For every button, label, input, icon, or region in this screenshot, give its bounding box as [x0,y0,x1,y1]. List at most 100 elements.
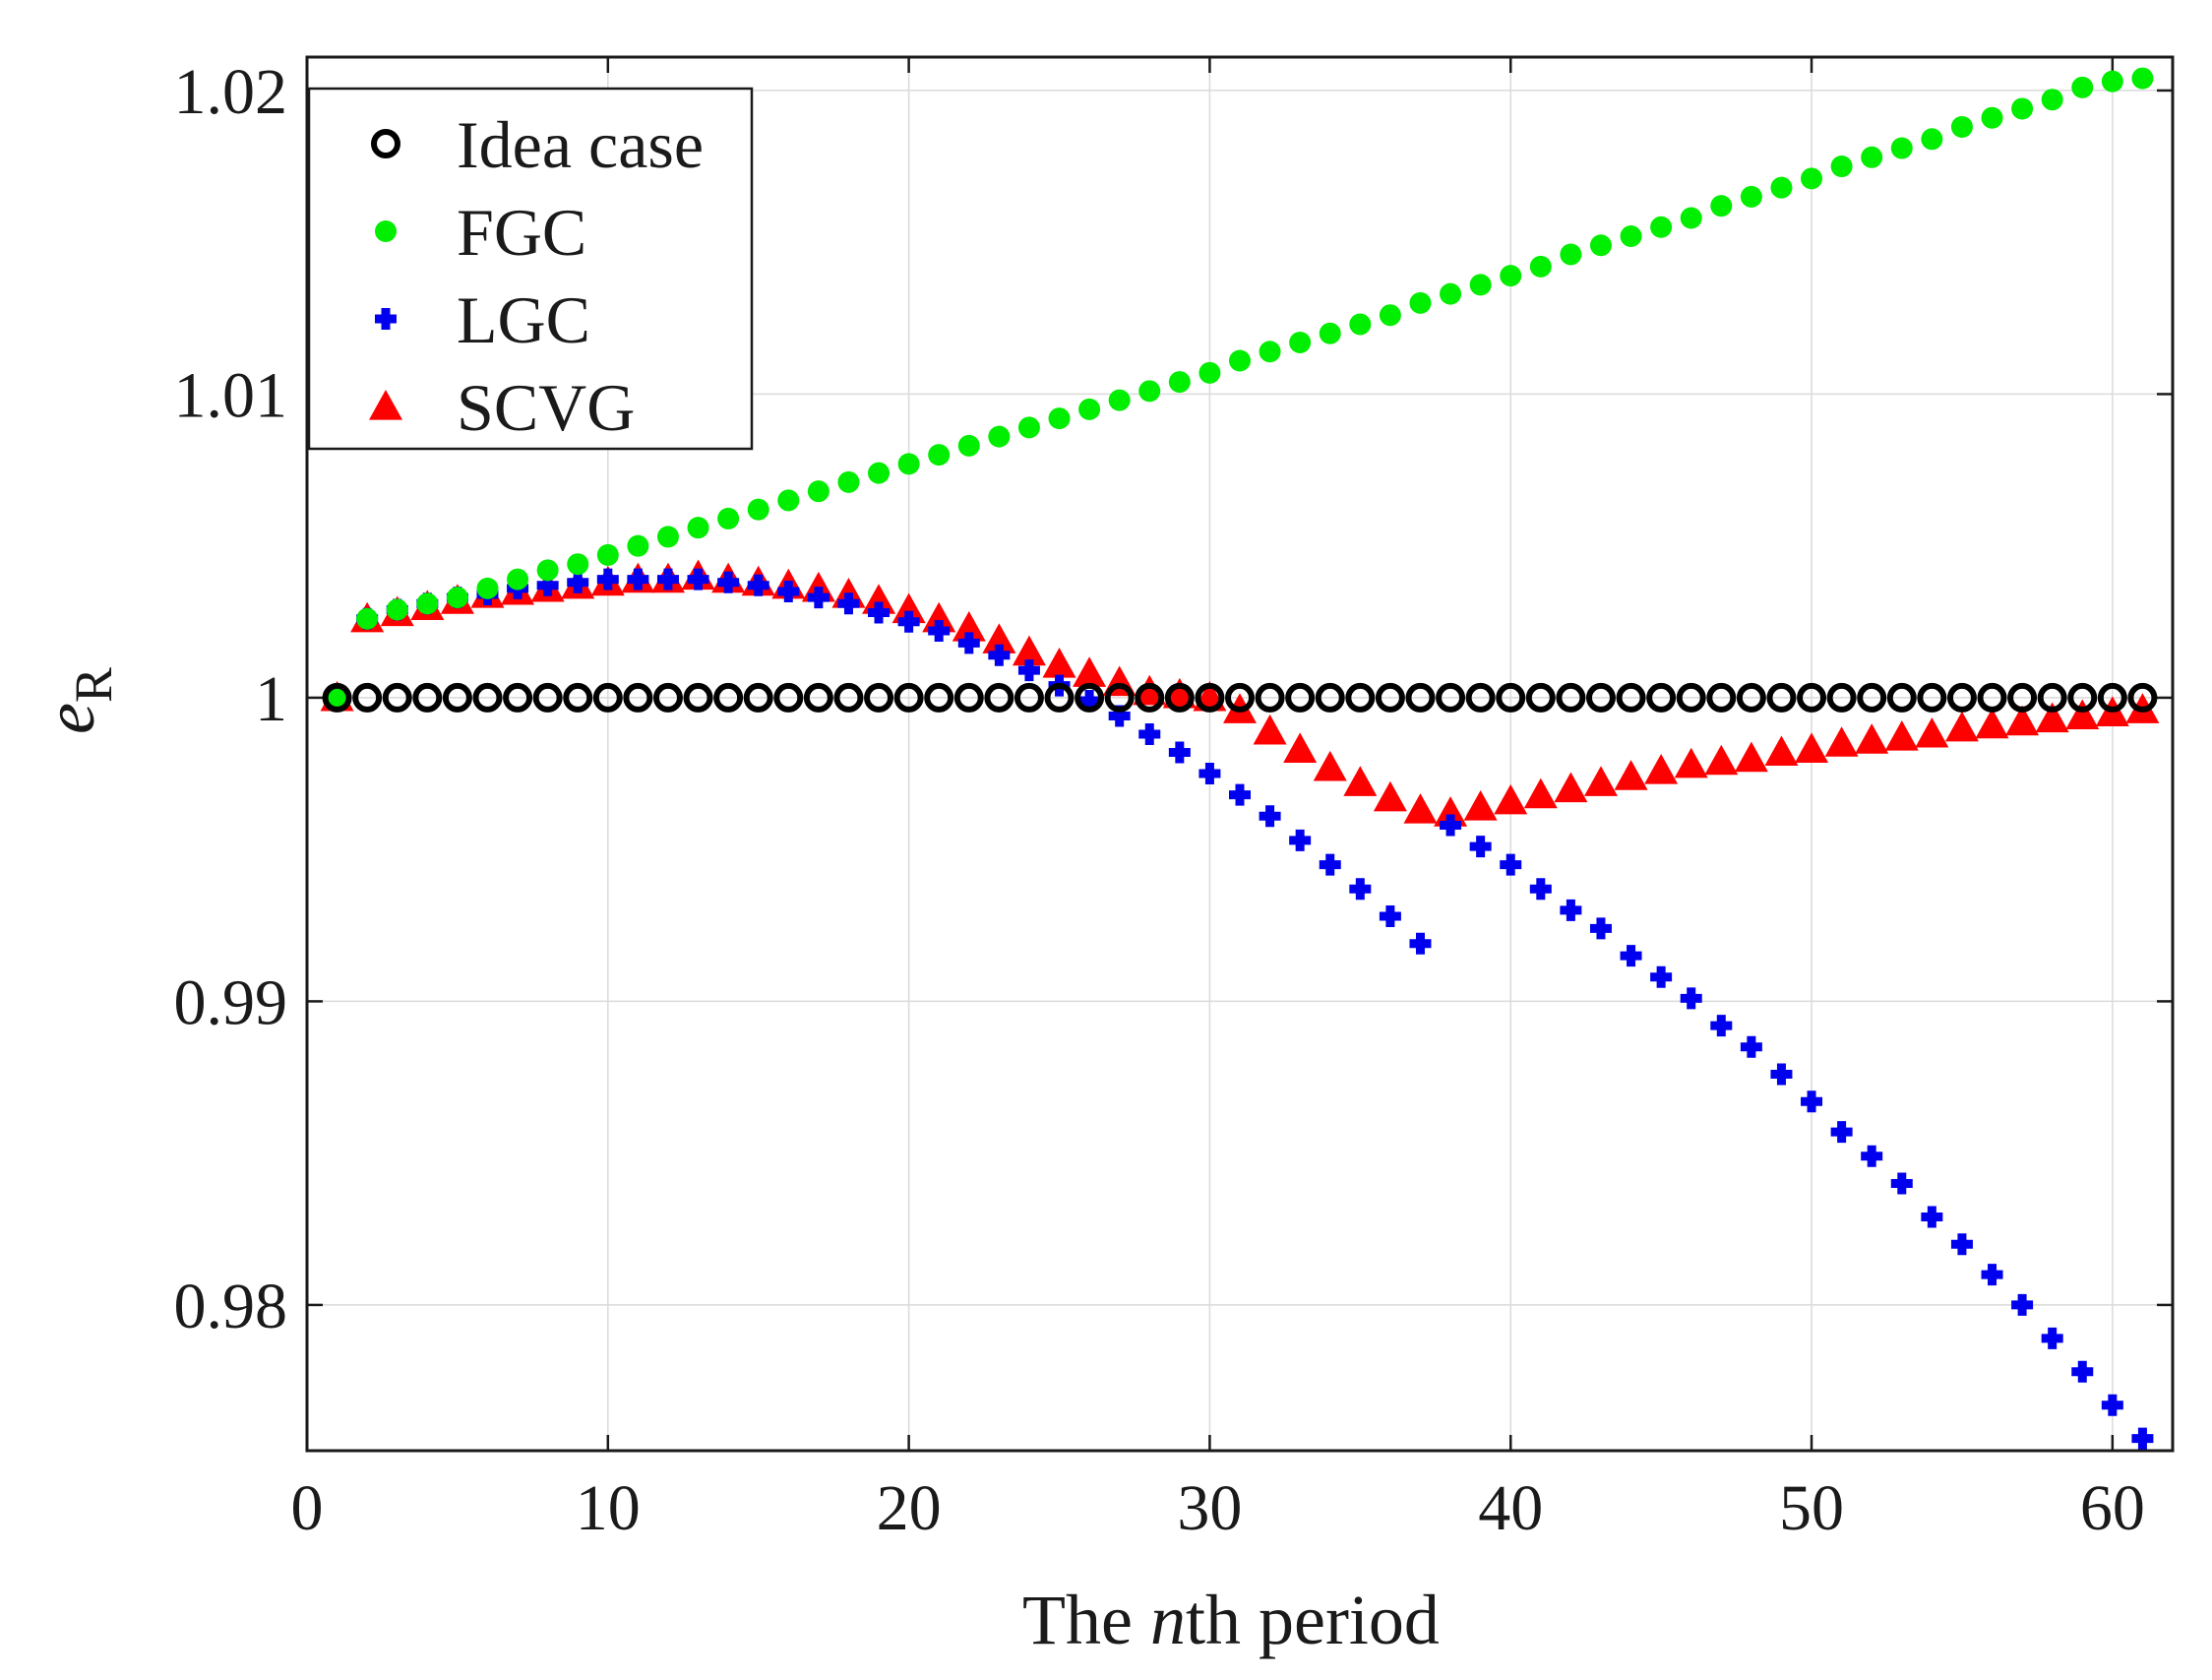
point-lgc [1921,1206,1943,1228]
point-idea-case [1797,682,1827,713]
point-idea-case [953,682,984,713]
point-idea-case [1646,682,1677,713]
point-fgc [1890,137,1913,159]
point-idea-case [1465,682,1496,713]
point-idea-case [773,682,804,713]
point-fgc [928,444,951,467]
point-lgc [1740,1035,1762,1058]
point-scvg [1554,772,1588,803]
point-lgc [2131,1427,2154,1450]
point-idea-case [1375,682,1405,713]
point-scvg [1915,716,1949,748]
point-fgc [416,592,439,615]
point-lgc [596,568,619,591]
series-fgc [326,67,2154,709]
point-idea-case [592,682,623,713]
point-fgc [2041,89,2063,111]
point-idea-case [1225,682,1255,713]
point-fgc [1529,255,1552,278]
point-lgc [2101,1394,2123,1416]
point-scvg [1373,780,1407,812]
point-fgc [1409,291,1432,314]
point-lgc [1890,1172,1913,1195]
point-fgc [988,425,1011,448]
point-lgc [1349,878,1372,901]
point-lgc [1589,917,1612,940]
point-lgc [717,571,740,593]
point-idea-case [1345,682,1376,713]
point-scvg [1403,793,1438,824]
point-idea-case [803,682,833,713]
legend-marker-scvg [369,390,402,420]
point-lgc [656,568,679,591]
point-idea-case [2067,682,2098,713]
point-lgc [1500,853,1522,876]
point-scvg [1855,723,1889,754]
legend-label-lgc: LGC [457,282,590,357]
point-fgc [1620,225,1642,248]
point-lgc [1650,965,1673,988]
point-fgc [627,534,649,557]
point-scvg [1975,708,2009,739]
point-idea-case [683,682,713,713]
point-scvg [1463,789,1498,821]
point-lgc [837,592,860,615]
point-scvg [1133,674,1167,706]
point-fgc [1680,207,1702,229]
point-idea-case [833,682,864,713]
y-tick-label: 1 [255,663,287,735]
point-fgc [1289,331,1312,353]
point-lgc [1138,722,1161,745]
point-fgc [1740,185,1762,208]
point-scvg [1313,750,1347,781]
point-scvg [1012,635,1046,666]
point-fgc [1168,371,1191,394]
point-idea-case [652,682,683,713]
point-fgc [1830,156,1853,178]
point-fgc [957,434,980,457]
legend: Idea case FGC LGC SCVG [307,87,754,451]
point-idea-case [412,682,443,713]
point-lgc [2041,1327,2063,1349]
y-tick-label: 1.01 [174,359,288,431]
point-fgc [807,480,830,503]
point-lgc [1620,945,1642,967]
axis-ticks: 0 10 20 30 40 50 60 0.98 0.99 1 1.01 1.02 [174,56,2173,1544]
point-lgc [687,568,709,591]
point-scvg [982,623,1016,653]
point-lgc [988,644,1011,666]
point-lgc [928,620,951,643]
point-idea-case [623,682,653,713]
point-idea-case [1585,682,1616,713]
point-fgc [1349,313,1372,336]
point-idea-case [1044,682,1075,713]
point-lgc [1017,659,1040,682]
point-idea-case [1496,682,1526,713]
point-idea-case [442,682,472,713]
point-idea-case [503,682,533,713]
point-scvg [2035,702,2069,733]
point-fgc [1589,234,1612,257]
plot-frame [305,55,2175,1453]
x-tick-label: 20 [877,1472,942,1544]
point-idea-case [1075,682,1105,713]
point-fgc [476,577,499,599]
point-lgc [1259,805,1281,828]
point-lgc [868,601,891,624]
point-fgc [1379,304,1401,327]
point-idea-case [1285,682,1316,713]
point-lgc [1319,853,1341,876]
point-fgc [386,598,408,621]
point-lgc [1950,1233,1973,1256]
point-scvg [1884,720,1919,751]
point-lgc [1801,1090,1823,1113]
point-lgc [2071,1360,2094,1383]
point-scvg [1824,726,1859,757]
point-lgc [1981,1264,2003,1286]
point-idea-case [1736,682,1766,713]
point-fgc [507,568,529,591]
point-scvg [1283,732,1318,763]
point-lgc [1440,814,1462,837]
point-scvg [952,610,986,642]
